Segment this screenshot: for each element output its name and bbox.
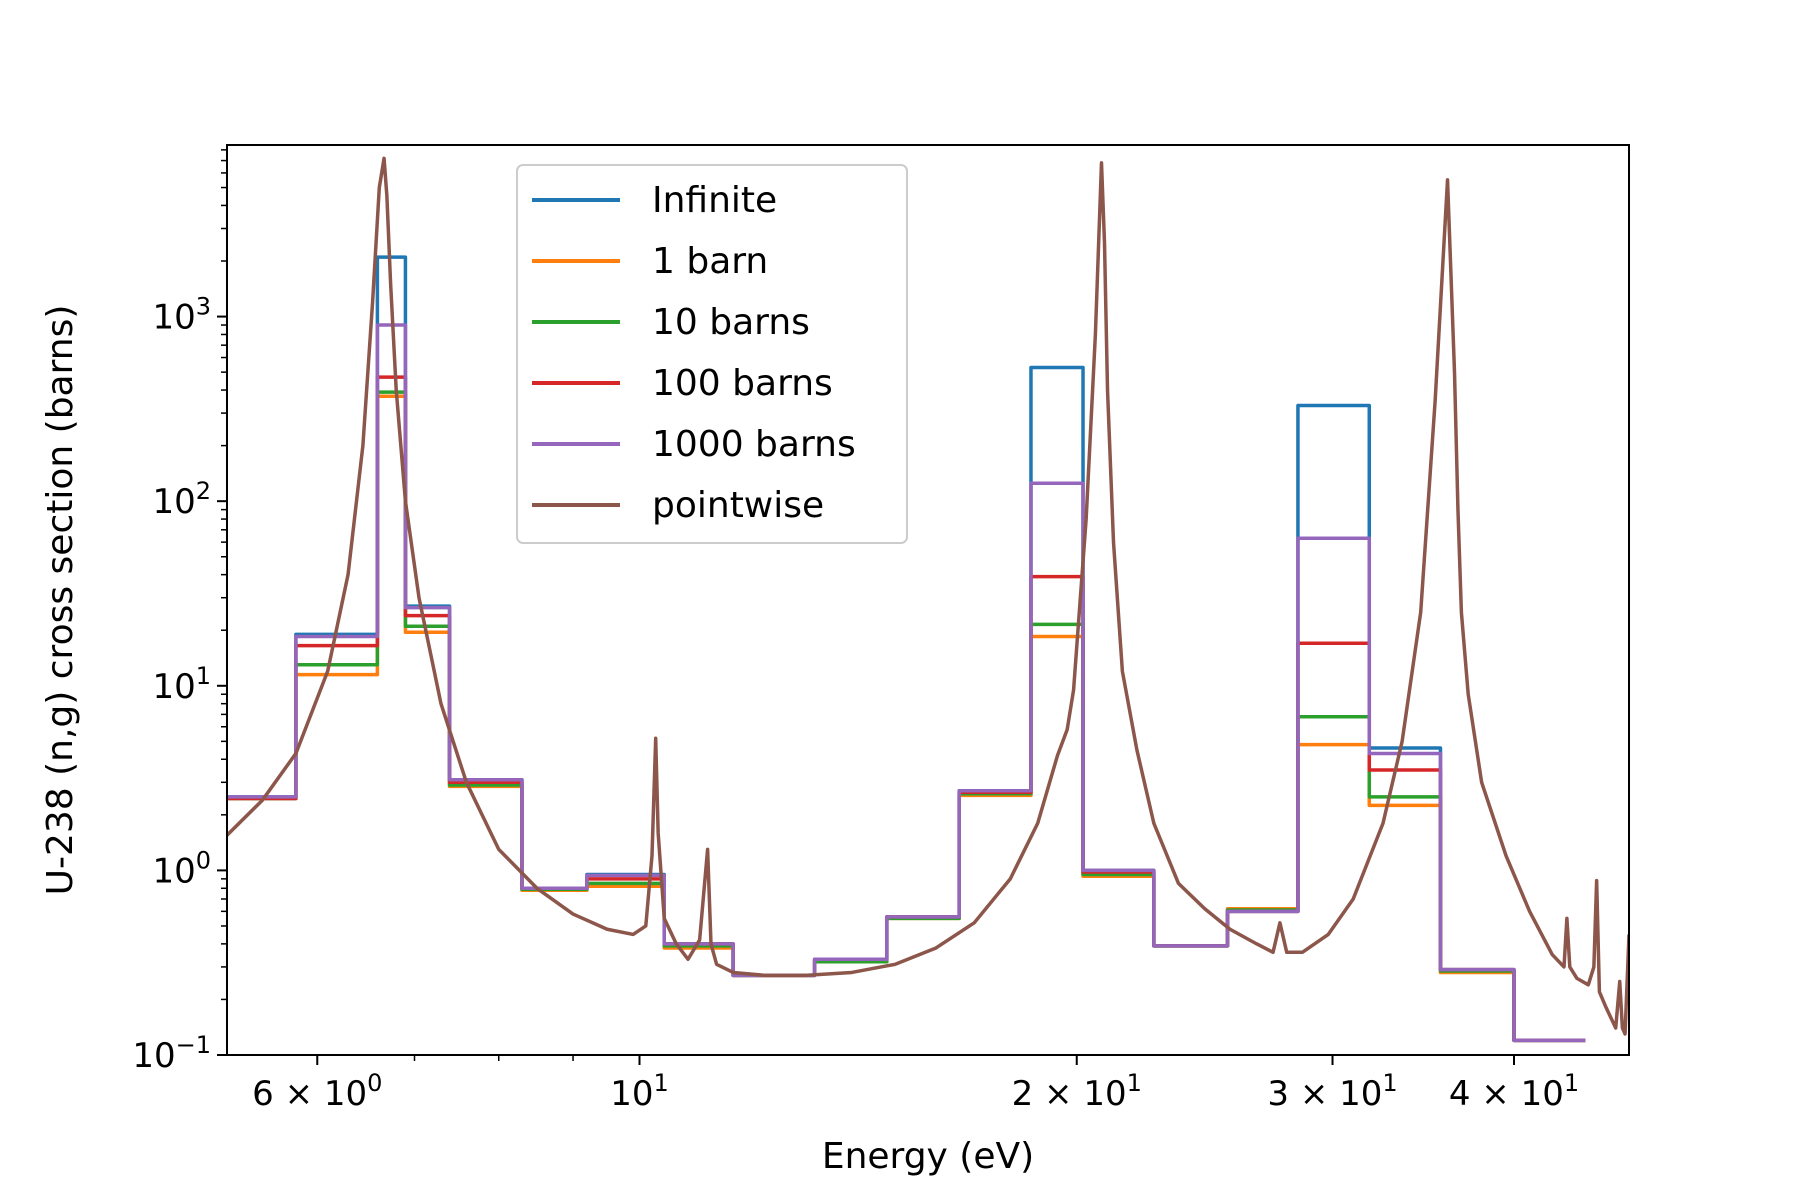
legend-item-infinite: Infinite (532, 180, 777, 221)
x-tick-label: 2 × 101 (1012, 1069, 1142, 1114)
x-tick-label-exp: 1 (1127, 1069, 1142, 1097)
y-tick-label: 100 (152, 846, 211, 891)
y-tick-label-base: 10 (152, 298, 195, 338)
x-tick-label: 101 (610, 1069, 669, 1114)
y-axis-label: U-238 (n,g) cross section (barns) (40, 305, 81, 896)
y-tick-label-exp: 2 (196, 477, 211, 505)
series-layer (227, 156, 1629, 1043)
y-tick-label: 10−1 (132, 1031, 211, 1076)
legend-item-10-barns: 10 barns (532, 302, 810, 343)
x-tick-label-base: 4 × 10 (1449, 1074, 1564, 1114)
x-tick-label-exp: 0 (367, 1069, 382, 1097)
y-tick-label: 103 (152, 293, 211, 338)
legend: Infinite 1 barn 10 barns 100 barns 1000 barn… (516, 164, 908, 544)
y-tick-label-base: 10 (132, 1036, 175, 1076)
legend-item-1000-barns: 1000 barns (532, 424, 856, 465)
legend-label: Infinite (652, 180, 777, 221)
plot-frame (226, 144, 1630, 1056)
x-tick-label-base: 10 (610, 1074, 653, 1114)
legend-label: 10 barns (652, 302, 810, 343)
legend-label: 1 barn (652, 241, 768, 282)
x-tick-label-base: 2 × 10 (1012, 1074, 1127, 1114)
y-tick-label-exp: −1 (176, 1031, 211, 1059)
y-tick-label: 101 (152, 662, 211, 707)
x-tick-label: 3 × 101 (1267, 1069, 1397, 1114)
legend-label: 1000 barns (652, 424, 856, 465)
y-tick-label: 102 (152, 477, 211, 522)
x-tick-label-exp: 1 (1382, 1069, 1397, 1097)
x-axis-label: Energy (eV) (822, 1136, 1034, 1177)
x-tick-label-base: 6 × 10 (252, 1074, 367, 1114)
y-tick-label-exp: 0 (196, 846, 211, 874)
y-tick-label-exp: 3 (196, 293, 211, 321)
x-tick-label: 4 × 101 (1449, 1069, 1579, 1114)
x-tick-label-exp: 1 (1564, 1069, 1579, 1097)
legend-item-1-barn: 1 barn (532, 241, 768, 282)
legend-item-100-barns: 100 barns (532, 363, 833, 404)
legend-item-pointwise: pointwise (532, 485, 824, 526)
y-tick-label-base: 10 (152, 667, 195, 707)
x-tick-label: 6 × 100 (252, 1069, 382, 1114)
x-axis-ticks: 6 × 100 101 2 × 101 3 × 101 4 × 101 (252, 1055, 1579, 1114)
y-tick-label-base: 10 (152, 851, 195, 891)
series-line-pointwise (227, 156, 1629, 1036)
legend-items: Infinite 1 barn 10 barns 100 barns 1000 barn… (532, 180, 856, 526)
plot-svg: 6 × 100 101 2 × 101 3 × 101 4 × 101 10−11001… (40, 144, 1630, 1177)
series-line-1000-barns (227, 323, 1586, 1043)
legend-label: 100 barns (652, 363, 833, 404)
y-tick-label-exp: 1 (196, 662, 211, 690)
legend-label: pointwise (652, 485, 824, 526)
x-tick-label-exp: 1 (653, 1069, 668, 1097)
x-tick-label-base: 3 × 10 (1267, 1074, 1382, 1114)
y-tick-label-base: 10 (152, 482, 195, 522)
